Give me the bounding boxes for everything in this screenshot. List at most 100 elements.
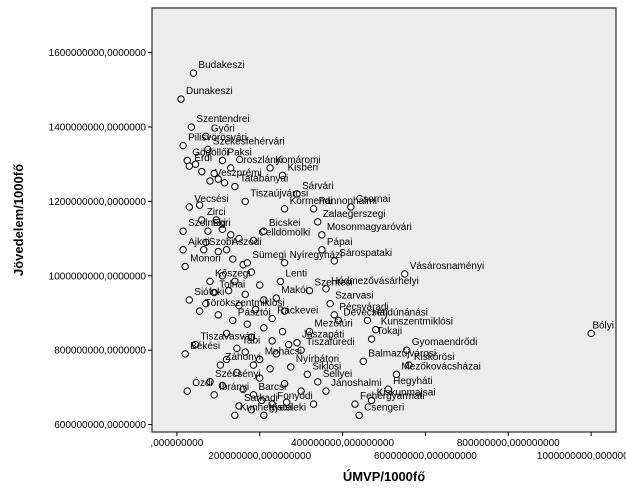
data-point: [309, 205, 318, 213]
point-label: Szécsényi: [215, 369, 261, 380]
data-point: [392, 370, 401, 379]
point-label: Záhonyi: [225, 352, 261, 363]
data-point: [183, 387, 191, 395]
point-label: Hajdúnánási: [372, 307, 428, 318]
data-point: [282, 398, 291, 406]
point-label: Aszódi: [232, 237, 262, 248]
point-label: Lenti: [285, 268, 307, 279]
point-label: Jánoshalmi: [331, 378, 382, 389]
data-points: [177, 69, 595, 419]
data-point: [305, 327, 314, 336]
point-label: Tokaji: [377, 326, 403, 337]
point-label: Ajkai: [188, 237, 210, 248]
data-point: [206, 177, 214, 185]
point-label: Vásárosnaményi: [410, 261, 484, 272]
point-label: Veszprémi: [215, 168, 262, 179]
data-point: [214, 175, 222, 183]
point-label: Tatabányai: [240, 174, 288, 185]
data-point: [272, 350, 280, 358]
data-point: [303, 370, 312, 379]
data-point: [266, 365, 274, 373]
data-point: [256, 374, 264, 382]
y-tick-label: 1200000000,0000000: [49, 197, 147, 208]
data-point: [256, 281, 264, 289]
point-label: Tiszaújvárosi: [250, 188, 308, 199]
data-point: [185, 296, 193, 304]
data-point: [218, 225, 227, 233]
data-point: [260, 411, 268, 419]
point-label: Nyíregyházi: [290, 250, 343, 261]
x-tick-label: 800000000,000000000: [457, 438, 560, 449]
point-label: Balmazújvárosi: [368, 348, 436, 359]
point-label: Érdi: [194, 151, 212, 164]
data-point: [181, 350, 189, 358]
y-tick-label: 600000000,0000000: [54, 420, 146, 431]
point-label: Ózdi: [192, 376, 213, 389]
point-label: Hódmezővásárhelyi: [331, 276, 419, 287]
point-label: Kunhegyesi: [240, 402, 292, 413]
point-label: Szolnoki: [188, 218, 226, 229]
point-label: Budakeszi: [198, 60, 244, 71]
data-point: [210, 288, 218, 297]
data-point: [384, 385, 392, 393]
point-label: Sarkadi: [244, 393, 278, 404]
point-label: Hegyháti: [393, 376, 432, 387]
point-label: Székesfehérvári: [213, 136, 285, 147]
data-point: [202, 238, 210, 247]
data-point: [204, 145, 212, 154]
point-label: Bólyi: [592, 320, 614, 331]
y-tick-label: 1000000000,0000000: [49, 271, 147, 282]
point-label: Makói: [281, 285, 308, 296]
point-label: Egri: [213, 218, 231, 229]
point-label: Sárospataki: [339, 248, 392, 259]
point-label: Barcsi: [259, 382, 287, 393]
data-point: [179, 227, 187, 235]
data-point: [218, 381, 227, 390]
data-point: [235, 234, 243, 243]
data-point: [218, 156, 227, 165]
data-point: [268, 314, 276, 323]
data-point: [249, 391, 258, 399]
data-point: [314, 378, 322, 386]
data-point: [405, 361, 413, 369]
data-point: [314, 218, 322, 226]
point-label: Szentendrei: [196, 114, 249, 125]
data-point: [280, 307, 289, 315]
data-point: [202, 299, 210, 308]
data-point: [206, 277, 214, 286]
data-point: [351, 400, 359, 408]
data-point: [260, 296, 268, 304]
point-label: Kisbéri: [288, 162, 319, 173]
point-label: Sümegi: [252, 250, 286, 261]
data-point: [177, 95, 185, 103]
point-label: Nyírbátori: [296, 354, 339, 365]
point-label: Pápai: [327, 237, 353, 248]
point-label: Fonyódi: [277, 391, 313, 402]
point-label: Devecseri: [343, 307, 387, 318]
point-label: Jászapáti: [302, 330, 344, 341]
data-point: [268, 400, 276, 408]
point-label: Kiskunmajsai: [377, 387, 436, 398]
point-label: Paksi: [227, 147, 251, 158]
point-label: Törökszentmiklósi: [205, 298, 285, 309]
data-point: [222, 246, 231, 254]
point-label: Oroszlányi: [236, 155, 283, 166]
data-point: [218, 272, 227, 280]
point-labels: Budakeszi Dunakeszi SzentendreiGyőriPilisv…: [186, 60, 614, 413]
data-point: [372, 326, 380, 334]
point-label: Békési: [190, 341, 220, 352]
point-label: Tabi: [242, 335, 260, 346]
data-point: [285, 340, 293, 349]
data-point: [179, 246, 187, 254]
data-point: [367, 396, 376, 405]
x-axis-title: ÚMVP/1000fő: [343, 469, 425, 484]
x-axis: ,000000000 200000000,000000000 400000000,0…: [150, 432, 626, 462]
point-label: Sárvári: [302, 181, 334, 192]
data-point: [293, 190, 301, 198]
data-point: [256, 355, 264, 364]
data-point: [231, 182, 239, 191]
data-point: [305, 286, 314, 295]
data-point: [189, 69, 198, 77]
data-point: [241, 197, 249, 206]
point-label: Mezőtúri: [314, 319, 352, 330]
